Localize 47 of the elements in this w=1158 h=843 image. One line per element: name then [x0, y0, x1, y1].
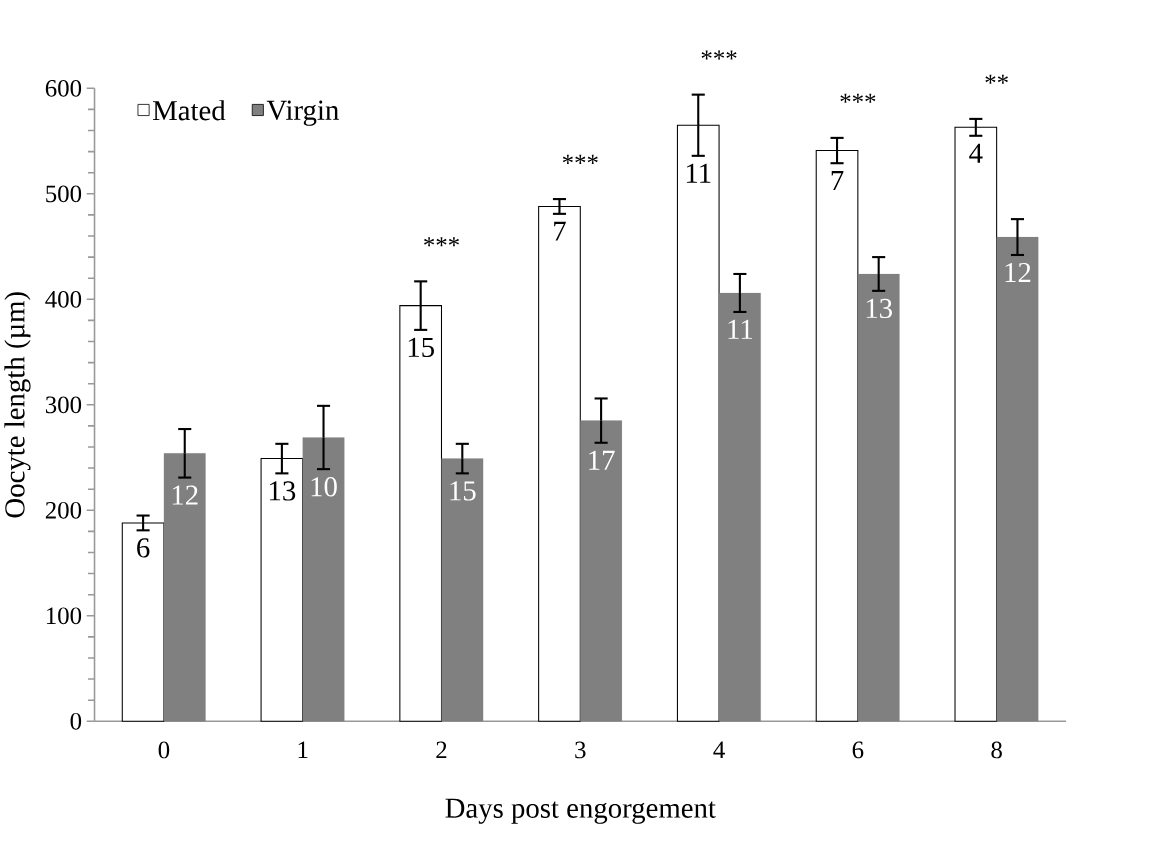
legend-label: Virgin [266, 100, 339, 126]
bar [676, 124, 720, 722]
text: *** [701, 50, 737, 60]
text: ** [985, 74, 1008, 84]
annotation: 6 [137, 538, 150, 558]
annotation: 11 [686, 163, 711, 183]
bar [441, 458, 484, 722]
x-tick-label: 1 [298, 741, 308, 759]
bar [538, 205, 581, 722]
annotation: 12 [1005, 262, 1031, 282]
x-tick-label: 8 [991, 741, 1002, 759]
annotation: 7 [554, 221, 566, 241]
x-axis-title: Days post engorgement [445, 798, 716, 824]
y-tick-label: 0 [70, 712, 82, 730]
bar [857, 273, 900, 722]
annotation: 7 [831, 171, 844, 190]
annotation: *** [562, 154, 598, 164]
x-tick-label: 4 [713, 741, 725, 758]
annotation: *** [424, 237, 459, 247]
y-tick-label: 500 [46, 185, 82, 203]
annotation: 4 [969, 143, 983, 163]
annotation: 12 [172, 485, 198, 505]
annotation: 15 [408, 337, 434, 358]
y-tick-label: 200 [45, 501, 82, 519]
annotation: 15 [450, 481, 476, 501]
bar [302, 437, 345, 722]
bar [954, 126, 998, 722]
x-tick-label: 0 [158, 741, 170, 759]
bar [996, 236, 1039, 722]
annotation: 11 [728, 319, 753, 339]
x-tick-label: 2 [436, 741, 447, 759]
bar [163, 453, 206, 722]
annotation: *** [840, 93, 876, 103]
x-tick-label: 3 [575, 741, 586, 759]
y-axis-title: Oocyte length (µm) [4, 292, 31, 518]
legend-label: Mated [152, 100, 226, 121]
bar [718, 292, 761, 722]
y-tick-label: 300 [45, 396, 82, 414]
bar [580, 420, 622, 722]
y-tick-label: 100 [46, 607, 82, 625]
annotation: 17 [589, 450, 615, 470]
y-tick-label: 600 [45, 79, 82, 97]
annotation: 13 [270, 481, 296, 501]
x-tick-label: 6 [852, 741, 864, 759]
annotation: 10 [311, 477, 337, 497]
y-tick-label: 400 [45, 290, 82, 308]
annotation: 13 [866, 298, 892, 319]
